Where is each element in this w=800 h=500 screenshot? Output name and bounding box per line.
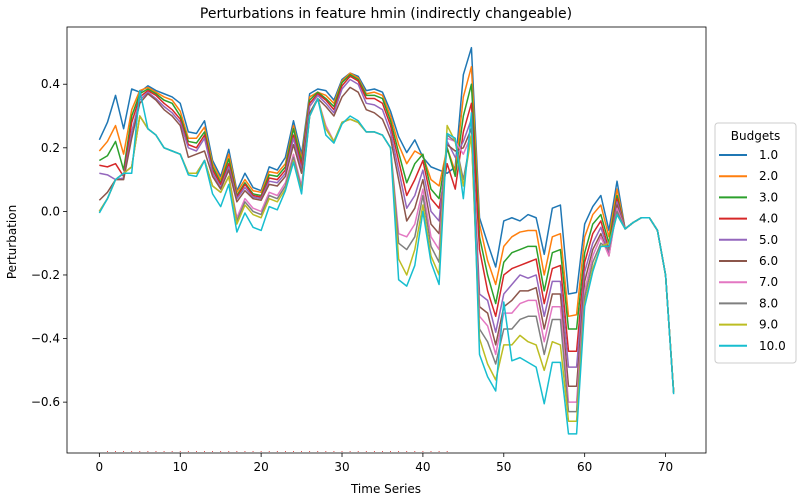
legend: Budgets 1.0 2.0 3.0 4.0 5.0 6.0 7.0 8.0 9.0 10.0 (714, 122, 797, 364)
x-tick-label: 30 (334, 460, 349, 474)
legend-label-1.0: 1.0 (759, 148, 778, 162)
series-line-4.0 (99, 75, 675, 393)
legend-label-6.0: 6.0 (759, 254, 778, 268)
plot-area: 0 10 20 30 40 50 60 70 −0.6 −0.4 −0.2 0.0 0.2 0.4 (31, 26, 707, 474)
legend-label-3.0: 3.0 (759, 190, 778, 204)
legend-label-5.0: 5.0 (759, 233, 778, 247)
legend-label-4.0: 4.0 (759, 212, 778, 226)
series-line-10.0 (98, 89, 675, 435)
legend-label-7.0: 7.0 (759, 275, 778, 289)
chart-title: Perturbations in feature hmin (indirectl… (200, 6, 572, 22)
y-tick-label: 0.2 (41, 141, 60, 155)
x-tick-label: 20 (253, 460, 268, 474)
x-tick-label: 0 (96, 460, 104, 474)
series-line-2.0 (98, 65, 675, 393)
y-tick-label: −0.6 (31, 395, 60, 409)
y-tick-label: 0.0 (41, 204, 60, 218)
series-line-6.0 (98, 86, 675, 393)
x-tick-label: 10 (173, 460, 188, 474)
y-tick-label: 0.4 (41, 77, 60, 91)
y-tick-label: −0.4 (31, 332, 60, 346)
legend-box (714, 122, 797, 364)
legend-label-2.0: 2.0 (759, 169, 778, 183)
legend-label-8.0: 8.0 (759, 296, 778, 310)
legend-label-9.0: 9.0 (759, 318, 778, 332)
series-line-3.0 (98, 73, 675, 393)
x-tick-label: 60 (577, 460, 592, 474)
x-axis-title: Time Series (350, 482, 421, 496)
series-line-1.0 (98, 46, 675, 393)
y-axis-title: Perturbation (5, 205, 19, 279)
x-tick-label: 50 (496, 460, 511, 474)
plot-frame (66, 26, 707, 454)
legend-label-10.0: 10.0 (759, 339, 786, 353)
legend-title: Budgets (731, 129, 780, 143)
x-tick-label: 40 (415, 460, 430, 474)
series-line-5.0 (99, 78, 675, 393)
y-tick-label: −0.2 (31, 268, 60, 282)
x-tick-label: 70 (658, 460, 673, 474)
